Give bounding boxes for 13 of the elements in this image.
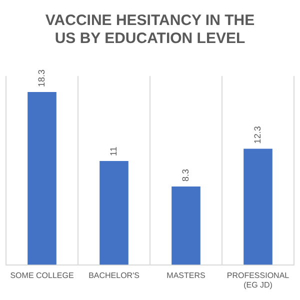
data-label: 8.3 — [180, 168, 190, 182]
chart-title: VACCINE HESITANCY IN THE US BY EDUCATION LEVEL — [45, 12, 255, 48]
bar — [172, 186, 200, 265]
bar — [28, 92, 56, 265]
x-tick-label: MASTERS — [166, 270, 206, 280]
bar — [244, 148, 272, 265]
x-tick-label: PROFESSIONAL (EG JD) — [226, 270, 290, 290]
data-label: 11 — [108, 146, 118, 156]
data-label: 12.3 — [252, 126, 262, 144]
data-label: 18.3 — [36, 70, 46, 88]
bar — [100, 160, 128, 265]
x-tick-label: SOME COLLEGE — [10, 270, 74, 280]
x-tick-label: BACHELOR'S — [88, 270, 140, 280]
